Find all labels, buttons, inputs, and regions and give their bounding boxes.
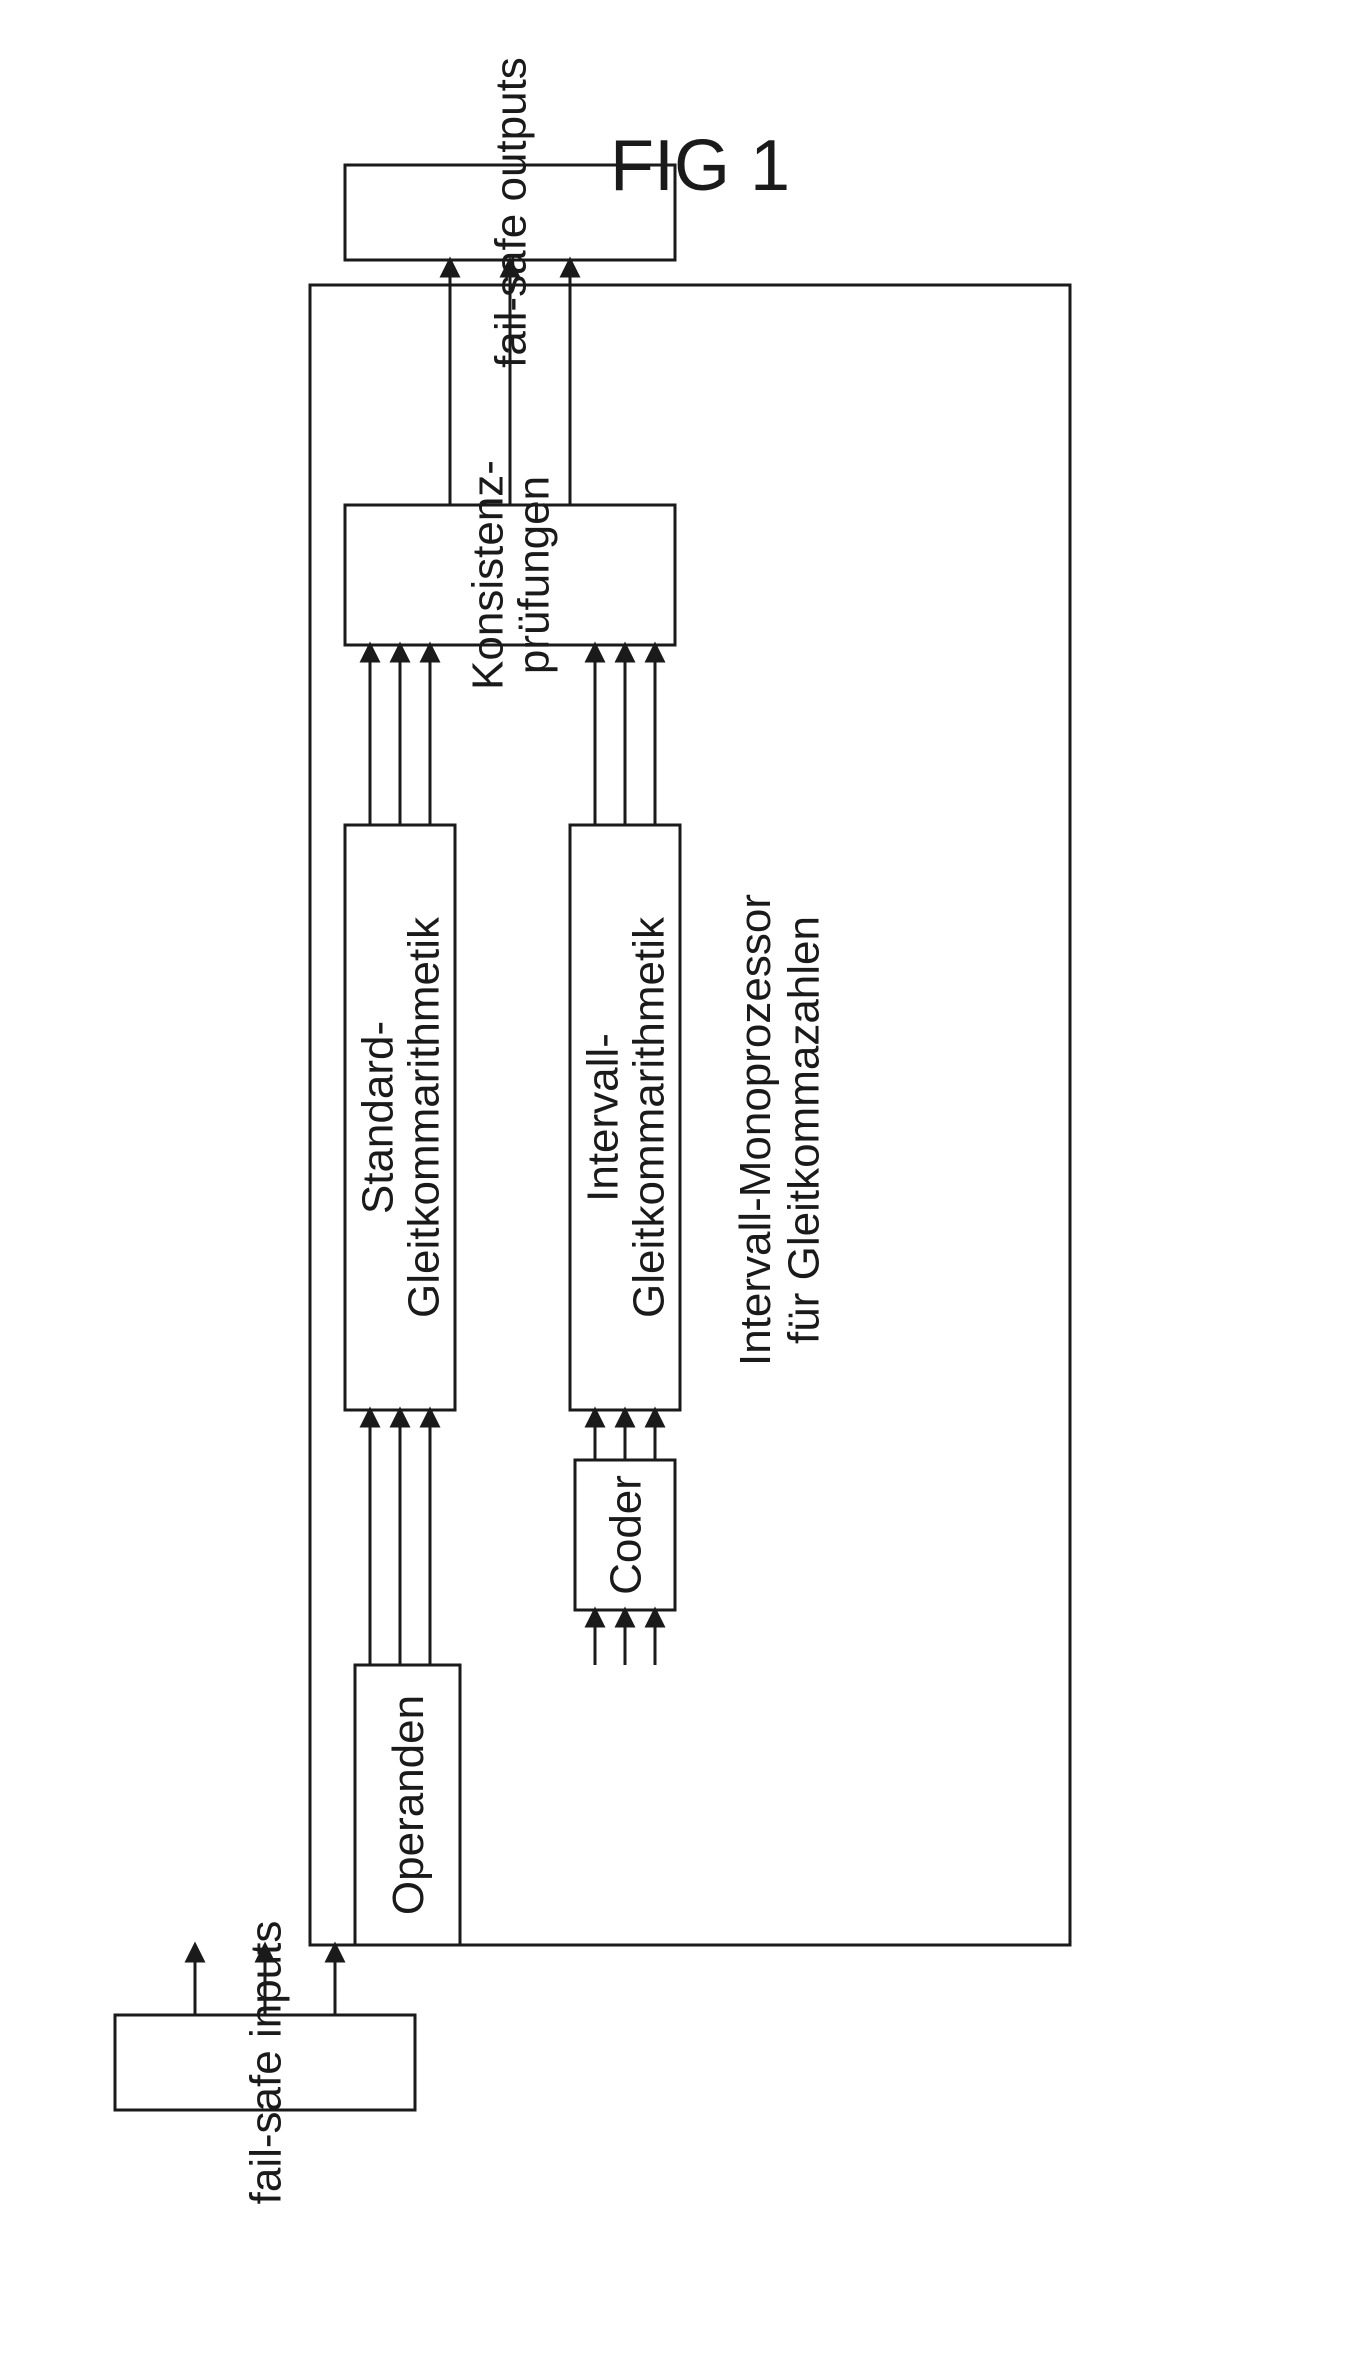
svg-text:prüfungen: prüfungen	[510, 476, 559, 674]
svg-text:Coder: Coder	[601, 1475, 650, 1595]
svg-text:Intervall-Monoprozessor: Intervall-Monoprozessor	[731, 894, 780, 1366]
svg-text:Operanden: Operanden	[384, 1695, 433, 1915]
svg-text:Intervall-: Intervall-	[578, 1033, 627, 1202]
processor-caption: Intervall-Monoprozessorfür Gleitkommazah…	[731, 894, 828, 1366]
svg-text:für Gleitkommazahlen: für Gleitkommazahlen	[779, 916, 828, 1344]
label-coder: Coder	[601, 1475, 650, 1595]
label-operands: Operanden	[384, 1695, 433, 1915]
svg-text:Gleitkommarithmetik: Gleitkommarithmetik	[400, 916, 449, 1318]
svg-text:Gleitkommarithmetik: Gleitkommarithmetik	[625, 916, 674, 1318]
svg-text:Standard-: Standard-	[353, 1021, 402, 1214]
svg-text:Konsistenz-: Konsistenz-	[463, 460, 512, 690]
label-int_arith: Intervall-Gleitkommarithmetik	[578, 916, 673, 1318]
label-std_arith: Standard-Gleitkommarithmetik	[353, 916, 448, 1318]
